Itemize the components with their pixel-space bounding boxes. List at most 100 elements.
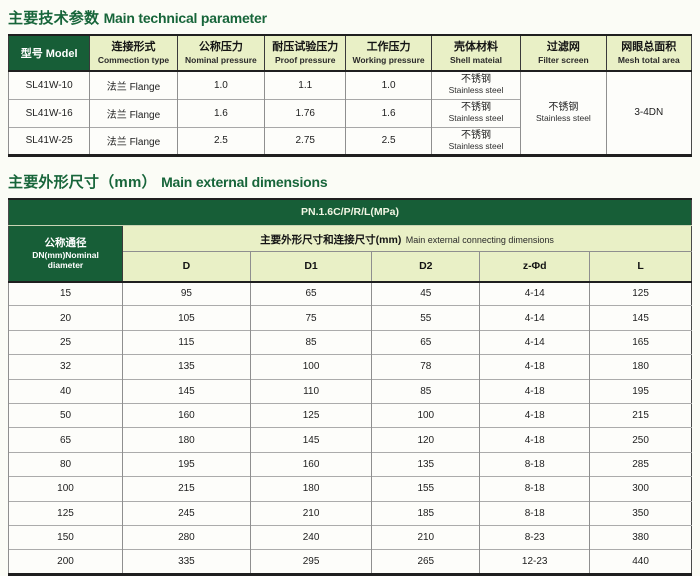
dimension-value: 65	[371, 329, 480, 355]
table-row: 200 335 295 265 12-23 440	[7, 549, 692, 575]
dimension-value: 145	[249, 427, 372, 453]
proof-pressure-value: 2.75	[264, 126, 346, 155]
col-header-filter-screen: 过滤网 Filter screen	[520, 35, 607, 72]
proof-pressure-value: 1.76	[264, 98, 346, 127]
dimension-value: 65	[249, 281, 372, 306]
dimension-value: 4-14	[479, 329, 590, 355]
col-header-mesh-total-area: 网眼总面积 Mesh total area	[605, 35, 692, 72]
working-pressure-value: 2.5	[345, 126, 432, 155]
dimension-value: 160	[249, 451, 372, 477]
group-header-row: 公称通径 DN(mm)Nominal diameter 主要外形尺寸和连接尺寸(…	[8, 225, 692, 283]
connection-value: 法兰 Flange	[89, 126, 178, 155]
dimension-value: 210	[371, 524, 480, 550]
col-header-proof-pressure: 耐压试验压力 Proof pressure	[264, 35, 346, 72]
dn-value: 50	[7, 402, 123, 428]
dimension-value: 155	[371, 476, 480, 502]
col-header-nominal-diameter: 公称通径 DN(mm)Nominal diameter	[8, 225, 124, 283]
pn-header-row: PN.1.6C/P/R/L(MPa)	[8, 198, 692, 226]
section-title-zh: 主要外形尺寸（mm）	[8, 173, 157, 191]
table-row: 25 115 85 65 4-14 165	[7, 329, 692, 355]
dimension-value: 55	[371, 305, 480, 331]
model-value: SL41W-25	[7, 126, 90, 155]
table-row: SL41W-25 法兰 Flange 2.5 2.75 2.5 不锈钢 Stai…	[7, 126, 692, 155]
technical-parameters-table: 型号 Model 连接形式 Commection type 公称压力 Nomin…	[7, 34, 692, 157]
dimensions-table-body: 15 95 65 45 4-14 125 20 105 75 55 4-14 145 25 115 85 65…	[7, 281, 692, 575]
table-row: 80 195 160 135 8-18 285	[7, 451, 692, 477]
dimension-value: 245	[122, 500, 251, 526]
table-row: 20 105 75 55 4-14 145	[7, 305, 692, 331]
header-row: 型号 Model 连接形式 Commection type 公称压力 Nomin…	[7, 35, 692, 72]
dimension-value: 100	[249, 354, 372, 380]
dn-value: 65	[7, 427, 123, 453]
col-header-working-pressure: 工作压力 Working pressure	[345, 35, 432, 72]
proof-pressure-value: 1.1	[264, 70, 346, 99]
col-header-shell-material: 壳体材料 Shell mateial	[430, 35, 521, 72]
connection-value: 法兰 Flange	[89, 70, 178, 99]
section-title-en: Main external dimensions	[161, 173, 328, 190]
dimension-value: 95	[122, 281, 251, 306]
dimension-value: 4-18	[479, 427, 590, 453]
dimension-value: 180	[249, 476, 372, 502]
dimension-value: 120	[371, 427, 480, 453]
dimension-value: 4-18	[479, 378, 590, 404]
dimension-value: 180	[589, 354, 692, 380]
section-title-technical-parameters: 主要技术参数 Main technical parameter	[8, 7, 692, 28]
dn-value: 32	[7, 354, 123, 380]
col-header-connection-type: 连接形式 Commection type	[89, 35, 178, 72]
model-value: SL41W-16	[7, 98, 90, 127]
dimension-value: 215	[589, 402, 692, 428]
dimension-value: 85	[249, 329, 372, 355]
dimension-value: 440	[589, 549, 692, 575]
section-divider	[8, 157, 692, 169]
dimension-value: 160	[122, 402, 251, 428]
dimension-value: 4-18	[479, 402, 590, 428]
dimension-value: 380	[589, 524, 692, 550]
dn-value: 20	[7, 305, 123, 331]
col-header-model: 型号 Model	[7, 35, 90, 72]
table-row: 125 245 210 185 8-18 350	[7, 500, 692, 526]
dn-value: 25	[7, 329, 123, 355]
dimension-value: 180	[122, 427, 251, 453]
dimension-value: 300	[589, 476, 692, 502]
dimension-value: 78	[371, 354, 480, 380]
nominal-pressure-value: 1.0	[176, 70, 265, 99]
dimension-value: 105	[122, 305, 251, 331]
dimension-value: 125	[589, 281, 692, 306]
model-value: SL41W-10	[7, 70, 90, 99]
dimension-value: 165	[589, 329, 692, 355]
dimension-value: 85	[371, 378, 480, 404]
dimension-value: 4-14	[479, 305, 590, 331]
dimension-value: 4-18	[479, 354, 590, 380]
dimension-value: 145	[122, 378, 251, 404]
table-row: 65 180 145 120 4-18 250	[7, 427, 692, 453]
dimension-value: 125	[249, 402, 372, 428]
shell-material-value: 不锈钢 Stainless steel	[430, 70, 521, 99]
dimension-value: 8-18	[479, 476, 590, 502]
dimension-value: 100	[371, 402, 480, 428]
dn-value: 80	[7, 451, 123, 477]
section-title-zh: 主要技术参数	[8, 10, 100, 27]
col-header-nominal-pressure: 公称压力 Nominal pressure	[176, 35, 265, 72]
dimension-value: 4-14	[479, 281, 590, 306]
dimension-value: 285	[589, 451, 692, 477]
dimensions-table: PN.1.6C/P/R/L(MPa) 公称通径 DN(mm)Nominal di…	[7, 197, 692, 576]
table-row: 32 135 100 78 4-18 180	[7, 354, 692, 380]
col-header-D1: D1	[249, 251, 372, 283]
pn-rating-header: PN.1.6C/P/R/L(MPa)	[8, 198, 692, 226]
dimension-value: 110	[249, 378, 372, 404]
shell-material-value: 不锈钢 Stainless steel	[430, 126, 521, 155]
col-header-z-phi-d: z-Φd	[479, 251, 590, 283]
table-row: 15 95 65 45 4-14 125	[7, 281, 692, 306]
section-title-external-dimensions: 主要外形尺寸（mm） Main external dimensions	[8, 171, 692, 192]
filter-screen-value: 不锈钢 Stainless steel	[520, 70, 607, 155]
dimension-value: 8-18	[479, 500, 590, 526]
dimension-value: 195	[589, 378, 692, 404]
dimension-value: 8-23	[479, 524, 590, 550]
dimension-value: 135	[371, 451, 480, 477]
nominal-pressure-value: 2.5	[176, 126, 265, 155]
section-title-en: Main technical parameter	[103, 10, 267, 26]
dimension-value: 115	[122, 329, 251, 355]
dimension-value: 8-18	[479, 451, 590, 477]
table-row: 40 145 110 85 4-18 195	[7, 378, 692, 404]
dn-value: 150	[7, 524, 123, 550]
